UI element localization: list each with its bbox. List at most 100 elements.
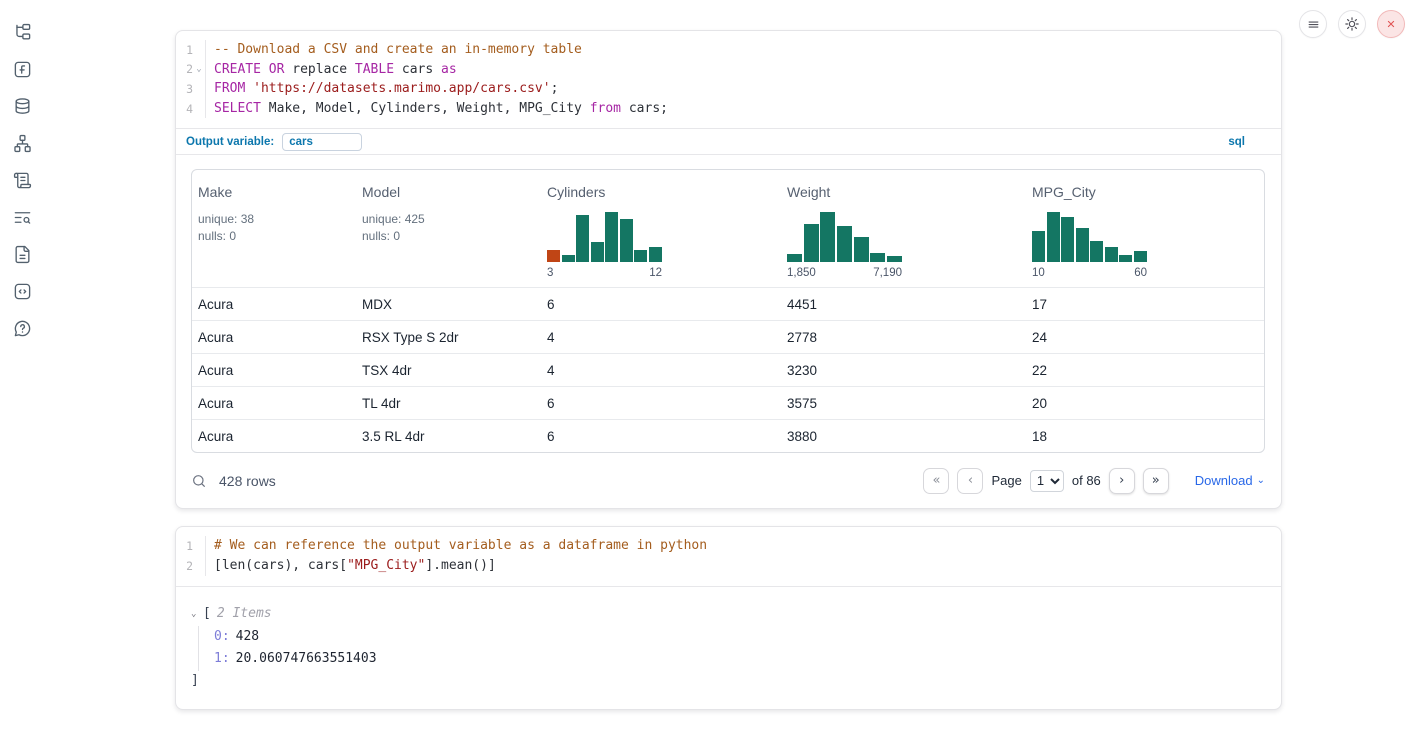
table-cell: 20 (1026, 387, 1264, 419)
histogram-bar[interactable] (804, 224, 819, 262)
histogram-bar[interactable] (1076, 228, 1089, 262)
language-badge: sql (1228, 136, 1245, 148)
histogram-bar[interactable] (1090, 241, 1103, 262)
histogram-bar[interactable] (605, 212, 618, 262)
first-page-button[interactable]: « (923, 468, 949, 494)
document-icon[interactable] (12, 244, 32, 264)
output-variable-input[interactable] (282, 133, 362, 151)
gear-icon (1344, 16, 1360, 32)
code-text: # We can reference the output variable a… (206, 536, 707, 556)
table-cell: Acura (192, 354, 356, 386)
sql-code-editor[interactable]: 1-- Download a CSV and create an in-memo… (176, 31, 1281, 128)
histogram-bar[interactable] (787, 254, 802, 262)
next-page-button[interactable]: › (1109, 468, 1135, 494)
search-icon[interactable] (191, 473, 207, 489)
table-cell: 4 (541, 354, 781, 386)
tree-entry-value: 428 (236, 629, 259, 644)
line-gutter: 2⌄ (176, 60, 206, 80)
table-cell: 6 (541, 420, 781, 452)
code-line[interactable]: 3FROM 'https://datasets.marimo.app/cars.… (176, 79, 1281, 99)
histogram-bar[interactable] (1134, 251, 1147, 262)
histogram-bar[interactable] (634, 250, 647, 262)
tree-children: 0:4281:20.060747663551403 (198, 626, 1265, 671)
fold-chevron-icon[interactable]: ⌄ (193, 65, 205, 74)
menu-button[interactable] (1299, 10, 1327, 38)
python-code-editor[interactable]: 1 # We can reference the output variable … (176, 527, 1281, 585)
column-header-model[interactable]: Modelunique: 425nulls: 0 (356, 170, 541, 287)
column-stats: unique: 425nulls: 0 (362, 211, 535, 244)
chevron-down-icon: ⌄ (1257, 476, 1265, 486)
code-line[interactable]: 2⌄CREATE OR replace TABLE cars as (176, 60, 1281, 80)
chevrons-left-icon: « (933, 473, 941, 488)
line-gutter: 1 (176, 40, 206, 60)
file-tree-icon[interactable] (12, 22, 32, 42)
line-gutter: 3 (176, 79, 206, 99)
line-number: 2 (186, 559, 193, 573)
close-button[interactable] (1377, 10, 1405, 38)
last-page-button[interactable]: » (1143, 468, 1169, 494)
table-cell: 3230 (781, 354, 1026, 386)
output-variable-bar: Output variable: sql (176, 128, 1281, 155)
column-header-mpg_city[interactable]: MPG_City1060 (1026, 170, 1264, 287)
code-line[interactable]: 2[len(cars), cars["MPG_City"].mean()] (176, 556, 1281, 576)
helper-panel-sidebar (0, 0, 44, 729)
column-header-weight[interactable]: Weight1,8507,190 (781, 170, 1026, 287)
row-count-label: 428 rows (219, 473, 276, 489)
table-cell: 3575 (781, 387, 1026, 419)
histogram-bar[interactable] (547, 250, 560, 262)
table-row: AcuraMDX6445117 (192, 287, 1264, 320)
code-snippets-icon[interactable] (12, 281, 32, 301)
dependency-graph-icon[interactable] (12, 133, 32, 153)
histogram-bar[interactable] (649, 247, 662, 262)
histogram-bar[interactable] (576, 215, 589, 262)
list-search-icon[interactable] (12, 207, 32, 227)
histogram-bar[interactable] (1047, 212, 1060, 262)
table-cell: 4451 (781, 288, 1026, 320)
settings-button[interactable] (1338, 10, 1366, 38)
collapse-chevron-icon[interactable]: ⌄ (191, 604, 203, 624)
line-gutter: 2 (176, 556, 206, 576)
chevrons-right-icon: » (1152, 473, 1160, 488)
histogram-bar[interactable] (1105, 247, 1118, 262)
help-chat-icon[interactable] (12, 318, 32, 338)
column-header-make[interactable]: Makeunique: 38nulls: 0 (192, 170, 356, 287)
histogram-bar[interactable] (854, 237, 869, 262)
line-gutter: 4 (176, 99, 206, 119)
column-histogram (787, 206, 902, 262)
column-header-cylinders[interactable]: Cylinders312 (541, 170, 781, 287)
chevron-right-icon: › (1119, 473, 1124, 488)
histogram-bar[interactable] (1061, 217, 1074, 262)
prev-page-button[interactable]: ‹ (957, 468, 983, 494)
tree-entry: 0:428 (214, 626, 1265, 649)
tree-root-row: ⌄ [ 2 Items (191, 604, 1265, 624)
hamburger-menu-icon (1306, 17, 1321, 32)
topbar-actions (1299, 10, 1405, 38)
histogram-bar[interactable] (887, 256, 902, 262)
scroll-icon[interactable] (12, 170, 32, 190)
line-number: 1 (186, 539, 193, 553)
function-square-icon[interactable] (12, 59, 32, 79)
histogram-bar[interactable] (870, 253, 885, 262)
histogram-bar[interactable] (820, 212, 835, 262)
table-cell: Acura (192, 288, 356, 320)
histogram-bar[interactable] (620, 219, 633, 262)
histogram-bar[interactable] (1119, 255, 1132, 262)
download-button[interactable]: Download ⌄ (1195, 473, 1265, 488)
column-name: Cylinders (547, 184, 775, 200)
histogram-bar[interactable] (562, 255, 575, 262)
page-select[interactable]: 1 (1030, 470, 1064, 492)
line-number: 3 (186, 82, 193, 96)
database-icon[interactable] (12, 96, 32, 116)
column-histogram (547, 206, 662, 262)
notebook-content: 1-- Download a CSV and create an in-memo… (175, 30, 1282, 710)
histogram-bar[interactable] (837, 226, 852, 262)
code-line[interactable]: 4SELECT Make, Model, Cylinders, Weight, … (176, 99, 1281, 119)
histogram-bar[interactable] (1032, 231, 1045, 262)
histogram-bar[interactable] (591, 242, 604, 262)
code-line[interactable]: 1 # We can reference the output variable … (176, 536, 1281, 556)
code-line[interactable]: 1-- Download a CSV and create an in-memo… (176, 40, 1281, 60)
open-bracket: [ (203, 604, 211, 624)
sql-cell: 1-- Download a CSV and create an in-memo… (175, 30, 1282, 509)
chevron-left-icon: ‹ (968, 473, 973, 488)
table-cell: 3.5 RL 4dr (356, 420, 541, 452)
